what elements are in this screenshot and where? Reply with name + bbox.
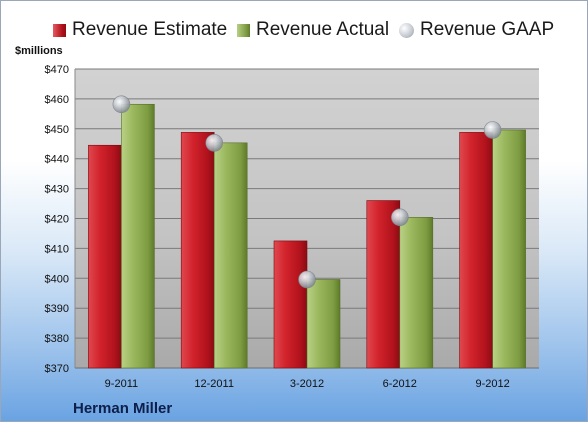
legend-swatch-actual	[237, 23, 250, 37]
marker-revenue-gaap	[298, 270, 316, 289]
legend-swatch-estimate	[53, 23, 66, 37]
x-tick-label: 12-2011	[194, 378, 234, 390]
y-axis-unit-label: $millions	[15, 45, 63, 57]
y-tick-label: $470	[45, 64, 69, 76]
y-tick-label: $390	[45, 303, 69, 315]
chart-legend: Revenue Estimate Revenue Actual Revenue …	[1, 9, 587, 49]
y-tick-label: $440	[45, 154, 69, 166]
marker-revenue-gaap	[390, 208, 409, 227]
bar-revenue-actual	[306, 279, 341, 369]
x-tick-label: 3-2012	[290, 378, 324, 390]
y-tick-label: $430	[45, 184, 69, 196]
y-tick-label: $460	[45, 94, 69, 106]
y-tick-label: $450	[45, 124, 69, 136]
bar-revenue-actual	[213, 142, 248, 369]
bar-revenue-estimate	[88, 144, 122, 369]
legend-label-actual: Revenue Actual	[256, 19, 390, 40]
marker-revenue-gaap	[112, 95, 131, 114]
legend-label-estimate: Revenue Estimate	[72, 19, 228, 40]
y-tick-label: $380	[45, 333, 69, 345]
legend-item-revenue-gaap: Revenue GAAP	[399, 18, 554, 42]
marker-revenue-gaap	[205, 134, 223, 152]
y-tick-label: $370	[45, 363, 69, 375]
bar-revenue-estimate	[366, 200, 401, 369]
legend-label-gaap: Revenue GAAP	[420, 19, 555, 40]
x-tick-label: 6-2012	[383, 378, 417, 390]
marker-revenue-gaap	[483, 121, 502, 139]
legend-item-revenue-actual: Revenue Actual	[237, 18, 389, 42]
bar-revenue-estimate	[180, 132, 215, 369]
x-tick-label: 9-2011	[105, 378, 138, 390]
y-tick-label: $410	[45, 243, 69, 255]
bar-revenue-estimate	[459, 132, 493, 369]
bar-revenue-actual	[121, 103, 155, 369]
legend-item-revenue-estimate: Revenue Estimate	[53, 18, 227, 42]
x-tick-label: 9-2012	[475, 378, 509, 390]
bar-revenue-actual	[492, 129, 526, 369]
y-tick-label: $420	[45, 214, 69, 226]
y-tick-label: $400	[45, 273, 69, 285]
brand-label: Herman Miller	[73, 400, 173, 417]
bar-revenue-actual	[399, 217, 434, 369]
legend-marker-gaap	[399, 22, 414, 38]
bar-revenue-estimate	[273, 240, 308, 369]
